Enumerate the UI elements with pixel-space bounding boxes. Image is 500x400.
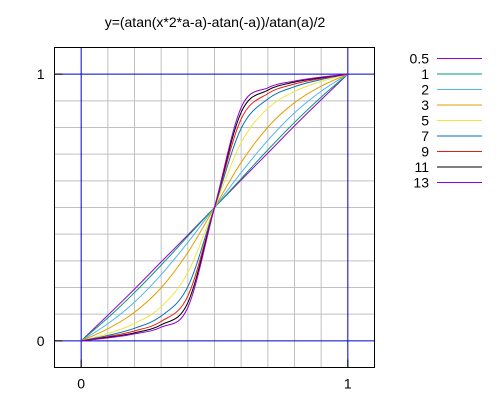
grid <box>54 47 375 368</box>
reference-lines <box>54 47 375 368</box>
legend-label: 13 <box>413 175 429 191</box>
series-line <box>81 73 348 342</box>
y-tick-label: 0 <box>37 333 45 349</box>
chart-title: y=(atan(x*2*a-a)-atan(-a))/atan(a)/2 <box>105 14 326 30</box>
legend-label: 2 <box>421 82 429 98</box>
legend-label: 5 <box>421 113 429 129</box>
plot-frame <box>54 47 375 368</box>
legend-label: 1 <box>421 66 429 82</box>
x-tick-label: 1 <box>344 376 352 392</box>
y-tick-label: 1 <box>37 66 45 82</box>
legend-label: 7 <box>421 128 429 144</box>
axis-ticks: 0 1 0 1 <box>37 66 352 391</box>
legend-label: 3 <box>421 97 429 113</box>
legend-label: 9 <box>421 144 429 160</box>
x-tick-label: 0 <box>77 376 85 392</box>
series-lines <box>80 73 349 342</box>
legend-label: 0.5 <box>410 51 430 67</box>
legend-label: 11 <box>414 159 429 175</box>
